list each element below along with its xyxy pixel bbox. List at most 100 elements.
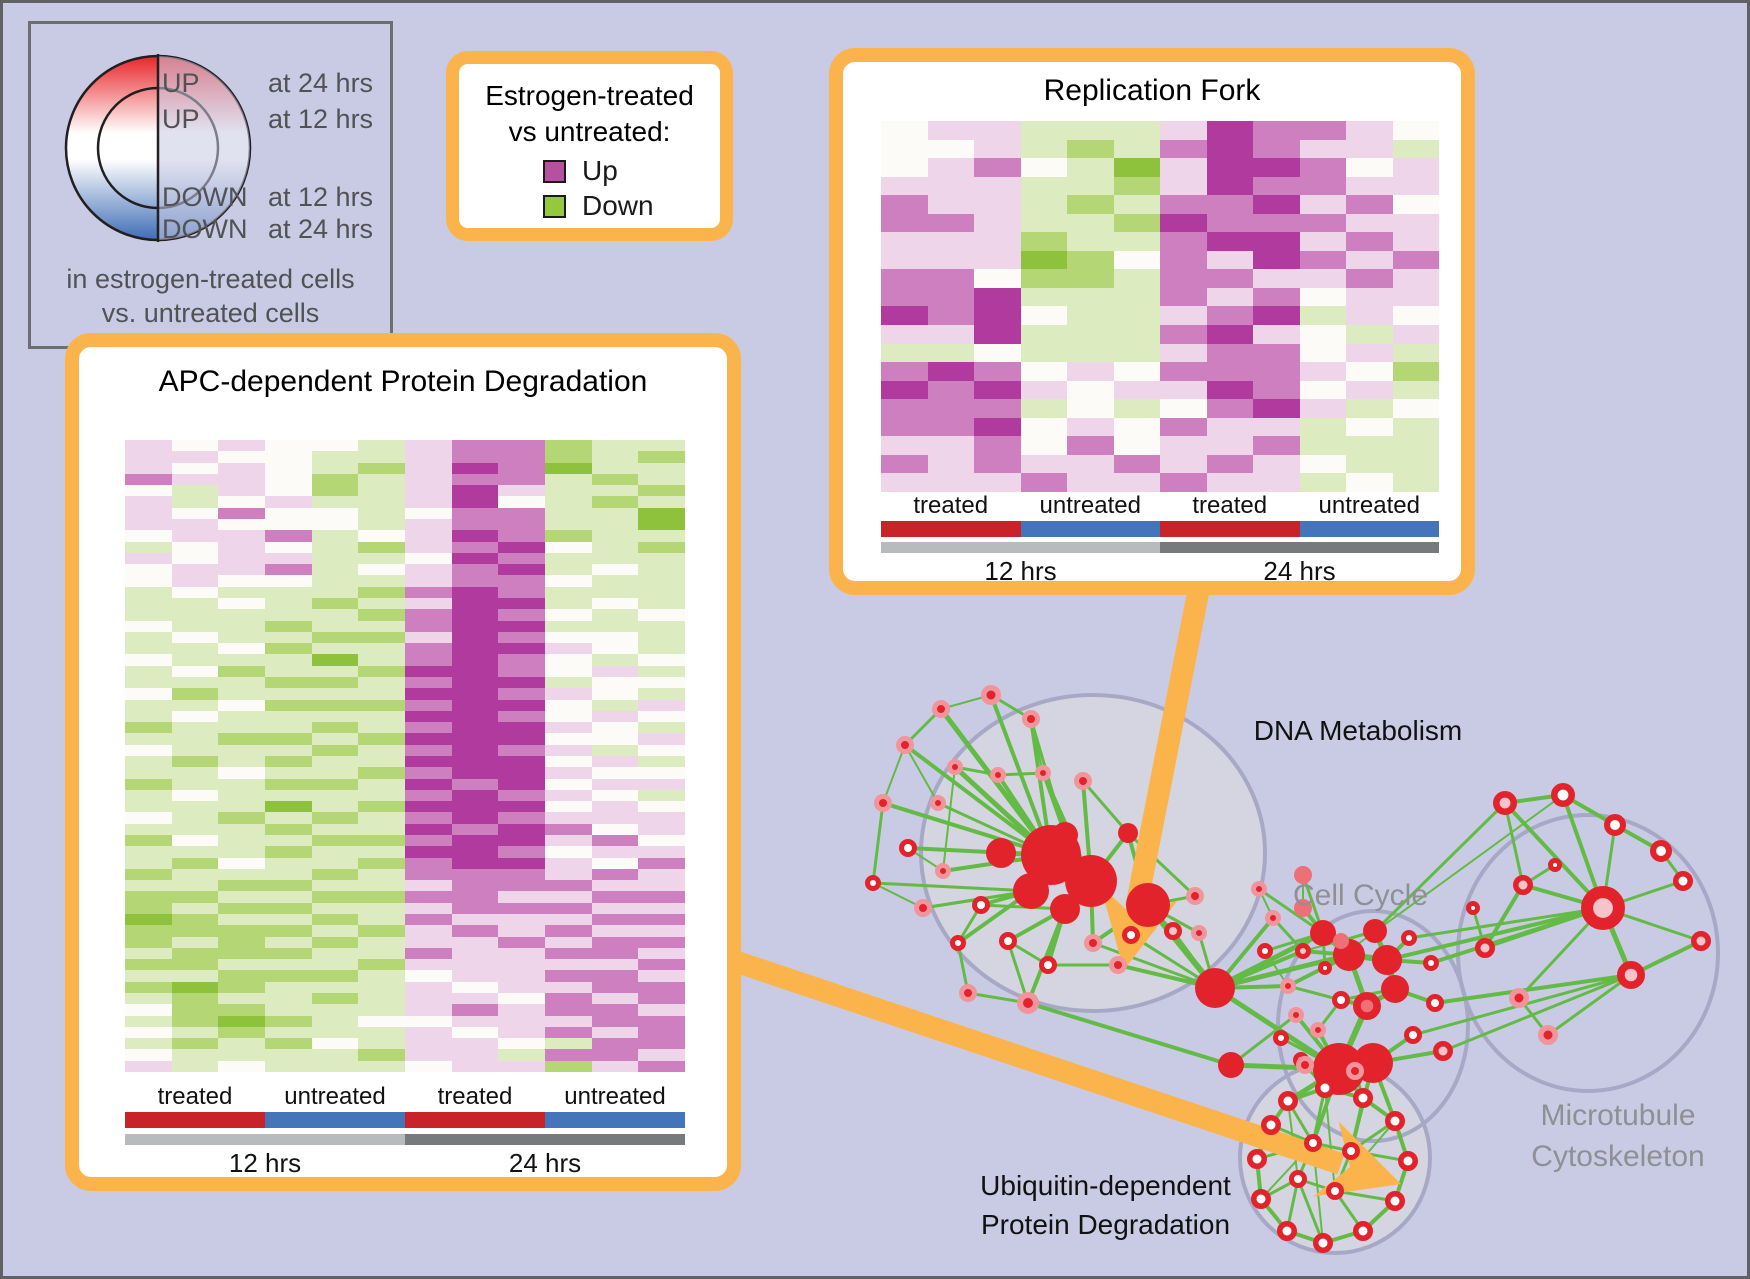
heatmap-cell [405,575,452,587]
network-edge [1434,973,1632,1005]
heatmap-cell [171,778,219,790]
apc-degradation-panel: APC-dependent Protein Degradation treate… [65,333,741,1191]
heatmap-cell [405,440,452,452]
heatmap-cell [638,981,685,993]
heatmap-cell [218,586,265,598]
heatmap-cell [171,1004,219,1016]
heatmap-cell [125,992,172,1005]
heatmap-cell [498,947,545,960]
network-node-solid [1013,873,1049,909]
heatmap-cell [311,552,359,565]
heatmap-cell [311,902,359,914]
heatmap-cell [125,473,172,486]
heatmap-cell [1067,213,1114,233]
heatmap-cell [358,857,405,869]
untreated-bar [545,1112,685,1128]
heatmap-cell [1392,287,1439,307]
heatmap-cell [591,801,639,813]
heatmap-cell [545,665,592,677]
heatmap-cell [171,1060,219,1072]
heatmap-cell [1160,436,1207,455]
heatmap-cell [451,891,499,903]
heatmap-cell [218,868,265,881]
heatmap-cell [1253,454,1300,474]
heatmap-cell [171,857,219,869]
heatmap-cell [1206,454,1253,474]
heatmap-cell [125,1004,172,1016]
heatmap-cell [591,1015,639,1027]
heatmap-cell [171,891,219,903]
heatmap-cell [1067,139,1114,159]
heatmap-cell [218,609,265,621]
heatmap-cell [265,801,312,813]
heatmap-cell [358,530,405,542]
heatmap-cell [451,902,499,914]
heatmap-cell [451,1049,499,1061]
heatmap-cell [591,733,639,745]
heatmap-cell [591,620,639,632]
heatmap-cell [405,744,452,756]
heatmap-cell [1067,232,1114,251]
heatmap-cell [638,846,685,858]
heatmap-cell [405,688,452,700]
heatmap-cell [1067,343,1114,363]
heatmap-cell [1206,139,1253,159]
heatmap-cell [498,834,545,847]
heatmap-cell [1113,176,1160,196]
heatmap-cell [311,744,359,756]
heatmap-cell [1206,343,1253,363]
heatmap-cell [451,1015,499,1027]
heatmap-cell [545,722,592,734]
heatmap-cell [1160,195,1207,214]
network-edge [1296,1178,1325,1244]
heatmap-cell [171,925,219,937]
network-node-solid [1381,975,1409,1003]
heatmap-cell [1346,325,1393,344]
heatmap-cell [125,767,172,779]
heatmap-cell [358,699,405,711]
heatmap-cell [311,992,359,1005]
heatmap-cell [451,834,499,847]
heatmap-cell [1346,306,1393,326]
heatmap-cell [498,485,545,497]
direction-label: DOWN [162,214,248,244]
heatmap-cell [1067,436,1114,455]
heatmap-cell [1020,417,1067,437]
heatmap-cell [358,643,405,655]
heatmap-cell [1020,380,1067,400]
heatmap-cell [171,473,219,486]
heatmap-cell [405,564,452,576]
cluster-label-microtubule-cytoskeleton: Microtubule Cytoskeleton [1478,1095,1747,1177]
network-edge [1230,1013,1297,1067]
cluster-label-line: Cytoskeleton [1531,1140,1705,1173]
heatmap-cell [591,552,639,565]
network-node-ring [1548,858,1562,872]
heatmap-cell [265,947,312,960]
heatmap-cell [218,880,265,892]
heatmap-cell [358,1038,405,1050]
heatmap-cell [405,496,452,508]
heatmap-cell [591,451,639,463]
heatmap-cell [1206,287,1253,307]
network-edge [1503,801,1605,910]
heatmap-cell [125,1015,172,1027]
heatmap-cell [358,496,405,508]
heatmap-cell [498,1060,545,1072]
heatmap-cell [881,232,928,251]
heatmap-cell [171,496,219,508]
heatmap-cell [1392,158,1439,177]
heatmap-cell [218,643,265,655]
heatmap-cell [591,597,639,610]
network-node-ring [959,984,977,1002]
heatmap-cell [311,778,359,790]
network-node-ring [1346,1062,1364,1080]
heatmap-cell [498,744,545,756]
cluster-label-line: Protein Degradation [980,1209,1231,1240]
network-edge [903,743,1053,857]
heatmap-cell [171,834,219,847]
heatmap-cell [1113,325,1160,344]
heatmap-cell [311,834,359,847]
heatmap-cell [1299,195,1346,214]
heatmap-cell [1346,343,1393,363]
heatmap-cell [358,597,405,610]
